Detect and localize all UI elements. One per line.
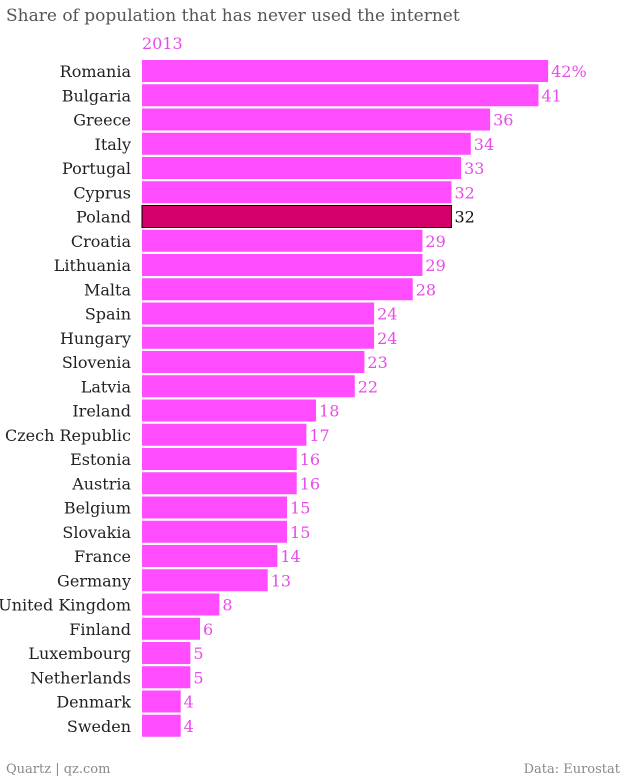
category-label: Croatia — [71, 232, 132, 251]
bar — [142, 642, 191, 664]
bar — [142, 496, 288, 519]
category-label: Slovenia — [62, 353, 132, 372]
category-label: Latvia — [81, 377, 132, 396]
bar — [142, 181, 452, 204]
value-label: 42% — [551, 62, 587, 81]
category-label: Poland — [76, 208, 131, 227]
bar — [142, 617, 201, 640]
category-label: Greece — [73, 111, 131, 130]
value-label: 4 — [184, 693, 194, 712]
category-label: Sweden — [67, 717, 131, 736]
bar — [142, 84, 539, 107]
bar — [142, 229, 423, 252]
value-label: 41 — [541, 86, 561, 105]
bar — [142, 714, 181, 737]
bar — [142, 423, 307, 446]
category-label: Malta — [84, 280, 131, 299]
bar — [142, 351, 365, 373]
category-label: Luxembourg — [28, 644, 131, 663]
bar — [142, 545, 278, 567]
bar — [142, 399, 317, 422]
value-label: 34 — [474, 135, 494, 154]
category-label: United Kingdom — [0, 596, 131, 615]
bar — [142, 108, 491, 131]
category-label: Spain — [85, 305, 131, 324]
category-label: Italy — [95, 135, 131, 154]
bar — [142, 520, 288, 543]
value-label: 5 — [193, 644, 203, 663]
bar — [142, 448, 297, 470]
category-label: Belgium — [64, 499, 131, 518]
value-label: 28 — [416, 280, 436, 299]
bar-chart: Romania 42% Bulgaria 41 Greece 36 Italy 34 Portu… — [0, 60, 587, 737]
value-label: 36 — [493, 111, 513, 130]
value-label: 15 — [290, 523, 310, 542]
category-label: Romania — [60, 62, 132, 81]
category-label: Hungary — [60, 329, 131, 348]
series-label: 2013 — [142, 34, 183, 53]
category-label: Austria — [71, 474, 131, 493]
value-label: 22 — [358, 377, 378, 396]
value-label: 24 — [377, 329, 397, 348]
category-label: France — [74, 547, 131, 566]
bar — [142, 278, 413, 301]
value-label: 32 — [454, 183, 474, 202]
bar — [142, 375, 355, 398]
bar — [142, 569, 268, 592]
value-label: 15 — [290, 499, 310, 518]
bar — [142, 157, 462, 179]
value-label: 6 — [203, 620, 213, 639]
category-label: Germany — [57, 571, 131, 590]
bar — [142, 666, 191, 689]
value-label: 17 — [309, 426, 329, 445]
chart-title: Share of population that has never used … — [6, 6, 460, 26]
category-label: Cyprus — [73, 183, 131, 202]
bar — [142, 593, 220, 616]
value-label: 32 — [454, 208, 474, 227]
value-label: 16 — [300, 450, 320, 469]
category-label: Portugal — [62, 159, 131, 178]
value-label: 33 — [464, 159, 484, 178]
bar — [142, 132, 471, 155]
value-label: 18 — [319, 402, 339, 421]
value-label: 14 — [280, 547, 300, 566]
category-label: Finland — [69, 620, 131, 639]
bar — [142, 326, 375, 349]
value-label: 16 — [300, 474, 320, 493]
bar — [142, 254, 423, 276]
category-label: Ireland — [72, 402, 131, 421]
value-label: 29 — [425, 256, 445, 275]
value-label: 24 — [377, 305, 397, 324]
bar — [141, 205, 452, 228]
value-label: 5 — [193, 668, 203, 687]
category-label: Lithuania — [54, 256, 132, 275]
bar — [142, 302, 375, 325]
value-label: 13 — [271, 571, 291, 590]
category-label: Czech Republic — [5, 426, 131, 445]
category-label: Denmark — [56, 693, 131, 712]
category-label: Estonia — [70, 450, 131, 469]
value-label: 8 — [222, 596, 232, 615]
value-label: 23 — [367, 353, 387, 372]
category-label: Bulgaria — [62, 86, 132, 105]
data-source: Data: Eurostat — [523, 762, 620, 777]
category-label: Netherlands — [30, 668, 131, 687]
category-label: Slovakia — [62, 523, 131, 542]
bar — [142, 690, 181, 713]
value-label: 4 — [184, 717, 194, 736]
bar — [142, 472, 297, 495]
value-label: 29 — [425, 232, 445, 251]
source-credit: Quartz | qz.com — [6, 762, 111, 777]
bar — [142, 60, 549, 82]
